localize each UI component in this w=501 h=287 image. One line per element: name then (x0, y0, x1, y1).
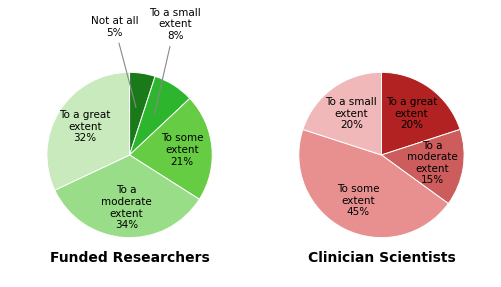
Text: To a small
extent
8%: To a small extent 8% (149, 8, 201, 114)
Text: To a
moderate
extent
15%: To a moderate extent 15% (407, 141, 457, 185)
Text: To some
extent
45%: To some extent 45% (337, 184, 379, 217)
Text: Not at all
5%: Not at all 5% (91, 16, 138, 107)
Wedge shape (130, 72, 155, 155)
Text: To a
moderate
extent
34%: To a moderate extent 34% (101, 185, 152, 230)
Wedge shape (130, 76, 190, 155)
Wedge shape (55, 155, 199, 238)
Text: To a great
extent
32%: To a great extent 32% (59, 110, 111, 143)
Wedge shape (130, 98, 212, 199)
Title: Funded Researchers: Funded Researchers (50, 251, 209, 265)
Text: To a small
extent
20%: To a small extent 20% (326, 97, 377, 130)
Wedge shape (47, 72, 130, 190)
Wedge shape (381, 72, 460, 155)
Text: To some
extent
21%: To some extent 21% (161, 133, 203, 166)
Wedge shape (381, 129, 464, 203)
Wedge shape (303, 72, 381, 155)
Text: To a great
extent
20%: To a great extent 20% (386, 97, 437, 130)
Wedge shape (299, 129, 448, 238)
Title: Clinician Scientists: Clinician Scientists (308, 251, 455, 265)
